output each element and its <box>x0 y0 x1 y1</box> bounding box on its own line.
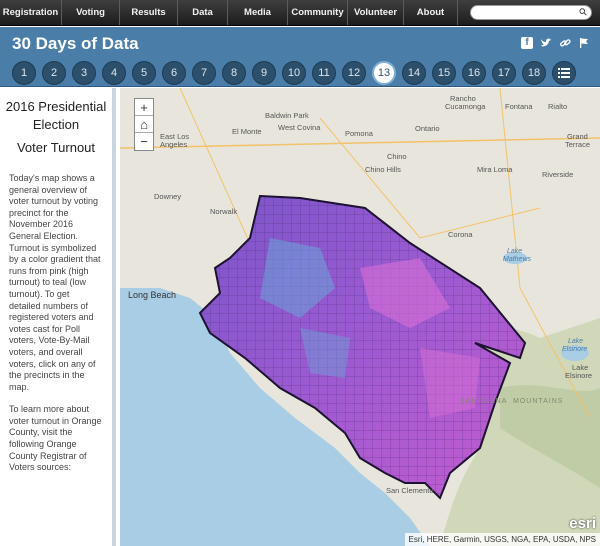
place-label: Corona <box>448 230 473 239</box>
day-16-button[interactable]: 16 <box>462 61 486 85</box>
day-18-button[interactable]: 18 <box>522 61 546 85</box>
day-8-button[interactable]: 8 <box>222 61 246 85</box>
sidebar-subtitle: Voter Turnout <box>16 140 96 155</box>
esri-logo: esri <box>569 515 596 532</box>
place-label: Riverside <box>542 170 574 179</box>
day-1-button[interactable]: 1 <box>12 61 36 85</box>
place-label: El Monte <box>232 127 262 136</box>
place-label: Downey <box>154 192 182 201</box>
nav-volunteer[interactable]: Volunteer <box>348 0 404 25</box>
low-turnout-area <box>260 238 335 318</box>
link-icon[interactable] <box>559 37 571 49</box>
page-title: 30 Days of Data <box>12 34 139 53</box>
day-9-button[interactable]: 9 <box>252 61 276 85</box>
day-2-button[interactable]: 2 <box>42 61 66 85</box>
map-navigation-controls: + ⌂ − <box>134 98 154 151</box>
top-navigation: Registration Voting Results Data Media C… <box>0 0 600 26</box>
place-label: Norwalk <box>210 207 238 216</box>
sidebar-scrollbar[interactable] <box>112 88 116 298</box>
place-label: San Clemente <box>386 486 434 495</box>
day-7-button[interactable]: 7 <box>192 61 216 85</box>
day-13-button[interactable]: 13 <box>372 61 396 85</box>
day-14-button[interactable]: 14 <box>402 61 426 85</box>
story-sidebar: 2016 Presidential Election Voter Turnout… <box>0 88 116 546</box>
nav-media[interactable]: Media <box>228 0 288 25</box>
county-boundary <box>198 194 527 500</box>
place-label: Lake <box>572 363 589 372</box>
nav-community[interactable]: Community <box>288 0 348 25</box>
list-menu-button[interactable] <box>552 61 576 85</box>
header: 30 Days of Data f 1 2 3 4 5 6 7 8 9 10 1… <box>0 27 600 87</box>
place-label: Angeles <box>160 140 188 149</box>
place-label: MOUNTAINS <box>513 398 564 405</box>
place-label: Fontana <box>505 102 533 111</box>
place-label: East Los <box>160 132 190 141</box>
high-turnout-area <box>360 258 450 328</box>
home-button[interactable]: ⌂ <box>135 116 153 133</box>
day-17-button[interactable]: 17 <box>492 61 516 85</box>
facebook-icon[interactable]: f <box>521 37 533 49</box>
twitter-icon[interactable] <box>540 37 552 49</box>
place-label: Rancho <box>450 94 476 103</box>
list-icon <box>558 68 570 78</box>
sidebar-title: 2016 Presidential Election <box>5 99 107 132</box>
place-label: Grand <box>567 132 588 141</box>
day-5-button[interactable]: 5 <box>132 61 156 85</box>
day-10-button[interactable]: 10 <box>282 61 306 85</box>
place-label: Chino <box>387 152 407 161</box>
lake-mathews <box>503 252 527 264</box>
place-label: Elsinore <box>565 371 593 380</box>
place-label: Cucamonga <box>445 102 486 111</box>
day-12-button[interactable]: 12 <box>342 61 366 85</box>
share-icons: f <box>521 37 590 49</box>
day-6-button[interactable]: 6 <box>162 61 186 85</box>
place-label: Baldwin Park <box>265 111 309 120</box>
search-box: ⚲ <box>470 5 592 20</box>
day-15-button[interactable]: 15 <box>432 61 456 85</box>
place-label: Rialto <box>548 102 568 111</box>
lake-elsinore <box>561 345 589 361</box>
road <box>120 137 600 149</box>
place-label: West Covina <box>278 123 321 132</box>
place-label: Ontario <box>415 124 440 133</box>
flag-icon[interactable] <box>578 37 590 49</box>
place-label: Elsinore <box>562 346 588 353</box>
place-label: Mira Loma <box>477 165 513 174</box>
nav-about[interactable]: About <box>404 0 458 25</box>
ocean-area <box>120 288 430 546</box>
place-label: Lake <box>507 248 523 255</box>
basemap <box>120 88 600 546</box>
place-label: Pomona <box>345 129 373 138</box>
place-label: Mathews <box>503 256 532 263</box>
nav-data[interactable]: Data <box>178 0 228 25</box>
place-label: SANTA ANA <box>460 398 508 405</box>
day-4-button[interactable]: 4 <box>102 61 126 85</box>
place-label: Long Beach <box>128 290 177 300</box>
day-11-button[interactable]: 11 <box>312 61 336 85</box>
zoom-out-button[interactable]: − <box>140 134 148 149</box>
sidebar-resources-text: To learn more about voter turnout in Ora… <box>9 404 102 473</box>
zoom-in-button[interactable]: + <box>135 99 153 116</box>
nav-voting[interactable]: Voting <box>62 0 120 25</box>
nav-registration[interactable]: Registration <box>0 0 62 25</box>
place-label: Chino Hills <box>365 165 401 174</box>
day-selector: 1 2 3 4 5 6 7 8 9 10 11 12 13 14 15 16 1… <box>12 61 576 85</box>
map-attribution[interactable]: Esri, HERE, Garmin, USGS, NGA, EPA, USDA… <box>404 533 600 546</box>
search-input[interactable] <box>479 6 580 19</box>
place-label: Lake <box>568 338 584 345</box>
day-3-button[interactable]: 3 <box>72 61 96 85</box>
place-label: Terrace <box>565 140 591 149</box>
nav-results[interactable]: Results <box>120 0 178 25</box>
sidebar-description: Today's map shows a general overview of … <box>9 173 101 392</box>
map-view[interactable]: Rancho Cucamonga Fontana Rialto Baldwin … <box>120 88 600 546</box>
